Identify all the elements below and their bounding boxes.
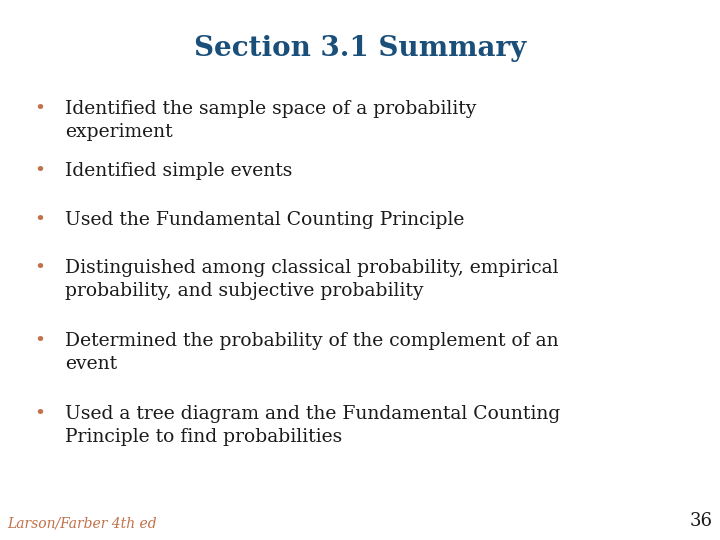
Text: Used the Fundamental Counting Principle: Used the Fundamental Counting Principle [65,211,464,228]
Text: •: • [34,405,45,423]
Text: •: • [34,332,45,350]
Text: Identified simple events: Identified simple events [65,162,292,180]
Text: •: • [34,162,45,180]
Text: •: • [34,100,45,118]
Text: Determined the probability of the complement of an
event: Determined the probability of the comple… [65,332,559,373]
Text: Section 3.1 Summary: Section 3.1 Summary [194,35,526,62]
Text: Distinguished among classical probability, empirical
probability, and subjective: Distinguished among classical probabilit… [65,259,558,300]
Text: •: • [34,259,45,277]
Text: Identified the sample space of a probability
experiment: Identified the sample space of a probabi… [65,100,476,141]
Text: Used a tree diagram and the Fundamental Counting
Principle to find probabilities: Used a tree diagram and the Fundamental … [65,405,560,446]
Text: •: • [34,211,45,228]
Text: Larson/Farber 4th ed: Larson/Farber 4th ed [7,516,157,530]
Text: 36: 36 [690,512,713,530]
